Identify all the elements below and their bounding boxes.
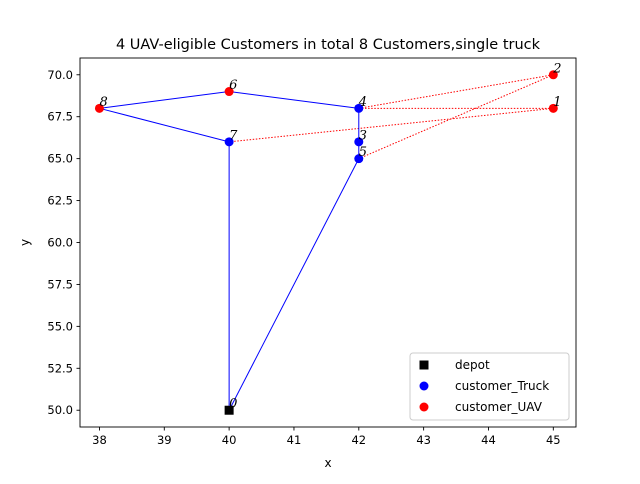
- node-label-4: 4: [358, 95, 367, 110]
- y-tick-label: 65.0: [47, 152, 73, 166]
- legend-label-customer_UAV: customer_UAV: [455, 400, 543, 414]
- legend-label-customer_Truck: customer_Truck: [455, 379, 549, 393]
- uav-route-2-5: [358, 74, 554, 160]
- y-tick-label: 50.0: [47, 403, 73, 417]
- truck-route-6-4: [229, 91, 359, 109]
- y-tick-label: 67.5: [47, 110, 73, 124]
- legend-label-depot: depot: [455, 358, 490, 372]
- customer-marker-2: [548, 70, 558, 80]
- truck-route-8-6: [99, 91, 230, 109]
- y-tick-label: 60.0: [47, 236, 73, 250]
- node-label-8: 8: [99, 95, 107, 110]
- x-axis-label: x: [324, 456, 331, 470]
- legend-marker-customer_UAV: [419, 402, 429, 412]
- customer-marker-3: [354, 137, 364, 147]
- y-tick-label: 70.0: [47, 68, 73, 82]
- node-label-2: 2: [552, 61, 561, 76]
- customer-marker-4: [354, 103, 364, 113]
- customer-marker-6: [224, 87, 234, 97]
- uav-route-1-7: [229, 107, 554, 143]
- x-tick-label: 44: [481, 433, 496, 447]
- customer-marker-8: [94, 103, 104, 113]
- customer-marker-1: [548, 103, 558, 113]
- truck-route-5-0: [228, 158, 360, 411]
- axes: 38 39 40 41 42 43 44 4550.052.555.057.560.062.5…: [47, 68, 560, 447]
- customer-marker-7: [224, 137, 234, 147]
- x-tick-label: 40: [222, 433, 237, 447]
- y-tick-label: 57.5: [47, 277, 73, 291]
- legend: depot customer_Truck customer_UAV: [409, 352, 570, 421]
- y-tick-label: 52.5: [47, 361, 73, 375]
- node-label-1: 1: [553, 95, 561, 110]
- node-label-5: 5: [359, 145, 367, 160]
- node-label-6: 6: [229, 78, 237, 93]
- legend-marker-depot: [419, 360, 429, 370]
- customer-marker-5: [354, 154, 364, 164]
- depot-marker: [224, 405, 234, 415]
- uav-route-4-2: [358, 74, 554, 109]
- x-tick-label: 42: [351, 433, 366, 447]
- x-tick-label: 45: [546, 433, 561, 447]
- x-tick-label: 38: [92, 433, 107, 447]
- node-label-3: 3: [359, 128, 367, 143]
- legend-box: [409, 352, 570, 421]
- legend-marker-customer_Truck: [419, 381, 429, 391]
- x-tick-label: 41: [287, 433, 302, 447]
- truck-route-7-8: [99, 107, 230, 143]
- y-tick-label: 62.5: [47, 194, 73, 208]
- node-label-7: 7: [229, 128, 238, 143]
- x-tick-label: 39: [157, 433, 172, 447]
- y-axis-label: y: [18, 239, 32, 246]
- plot-area: 0 1 2 3 4 5 6 7 8: [94, 61, 562, 415]
- node-label-0: 0: [229, 397, 237, 412]
- chart-title: 4 UAV-eligible Customers in total 8 Cust…: [116, 37, 541, 53]
- y-tick-label: 55.0: [47, 319, 73, 333]
- x-tick-label: 43: [416, 433, 431, 447]
